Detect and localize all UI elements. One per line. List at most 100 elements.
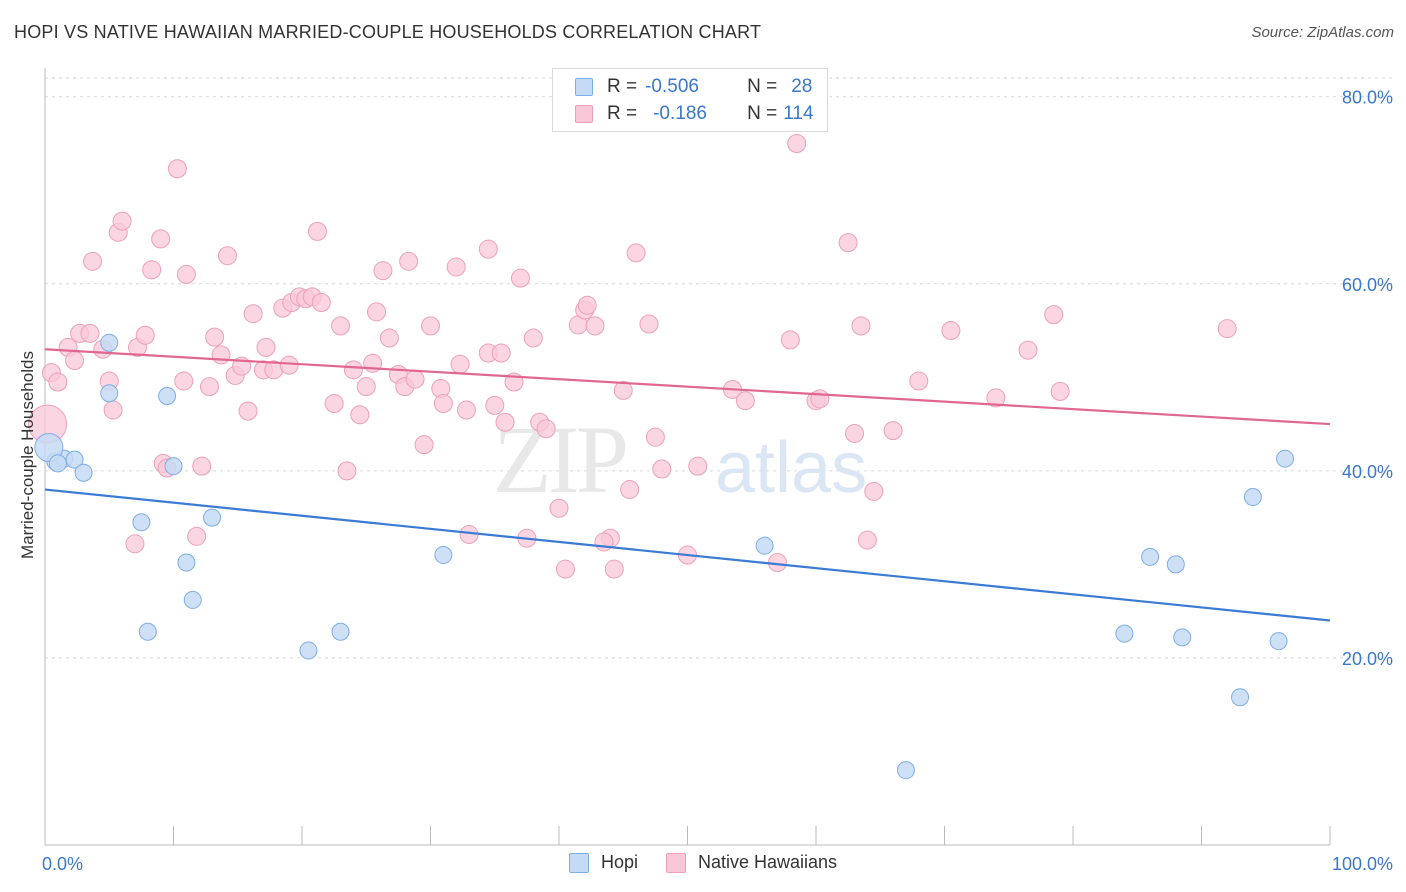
hopi-trend-line: [44, 488, 1331, 622]
native-hawaiians-point-51: [373, 261, 393, 281]
native-hawaiians-point-80: [577, 295, 597, 315]
native-hawaiians-point-67: [485, 395, 505, 415]
hopi-point-13: [299, 641, 318, 660]
native-hawaiians-point-69: [495, 412, 515, 432]
native-hawaiians-point-52: [379, 328, 399, 348]
hopi-point-17: [896, 761, 915, 780]
correlation-legend: R = -0.506 N = 28 R = -0.186 N = 114: [552, 68, 828, 132]
hopi-point-20: [1115, 624, 1134, 643]
native-hawaiians-point-99: [838, 233, 858, 253]
native-hawaiians-point-105: [909, 371, 929, 391]
y-tick-label-60: 60.0%: [1342, 275, 1393, 295]
native-hawaiians-point-91: [688, 456, 708, 476]
hopi-point-22: [1231, 688, 1250, 707]
native-hawaiians-point-89: [645, 427, 665, 447]
series-legend: Hopi Native Hawaiians: [0, 852, 1406, 873]
legend-item-hopi[interactable]: Hopi: [568, 852, 638, 873]
native-hawaiians-point-1: [48, 372, 68, 392]
hopi-n-label: N =: [747, 76, 778, 97]
axes: [44, 68, 1331, 846]
hopi-point-19: [1166, 555, 1185, 574]
y-tick-label-40: 40.0%: [1342, 462, 1393, 482]
legend-item-native-hawaiians[interactable]: Native Hawaiians: [665, 852, 838, 873]
native-hawaiians-point-61: [446, 257, 466, 277]
hopi-point-9: [164, 457, 183, 476]
native-hawaiians-point-68: [491, 343, 511, 363]
hopi-point-12: [203, 508, 222, 527]
native-hawaiians-point-16: [151, 229, 171, 249]
native-hawaiians-legend-swatch: [665, 852, 686, 873]
native-hawaiians-point-95: [787, 133, 807, 153]
watermark-atlas: atlas: [715, 428, 867, 508]
hopi-point-4: [100, 333, 119, 352]
native-hawaiians-point-77: [555, 559, 575, 579]
hopi-r-label: R =: [607, 76, 638, 97]
native-hawaiians-point-107: [986, 388, 1006, 408]
native-hawaiians-point-43: [324, 394, 344, 414]
hopi-point-24: [1269, 632, 1288, 651]
hopi-point-25: [1276, 449, 1295, 468]
hopi-point-16: [755, 536, 774, 555]
trend-lines: [44, 348, 1331, 622]
y-tick-label-20: 20.0%: [1342, 649, 1393, 669]
hopi-legend-label: Hopi: [600, 852, 638, 872]
native-hawaiians-point-31: [243, 304, 263, 324]
native-hawaiians-points: [28, 133, 1237, 579]
y-tick-label-80: 80.0%: [1342, 88, 1393, 108]
native-hawaiians-legend-label: Native Hawaiians: [697, 852, 838, 872]
nh-r-label: R =: [607, 103, 638, 124]
native-hawaiians-point-57: [414, 435, 434, 455]
native-hawaiians-point-108: [1018, 340, 1038, 360]
native-hawaiians-point-98: [810, 389, 830, 409]
native-hawaiians-point-86: [620, 480, 640, 500]
native-hawaiians-point-104: [883, 421, 903, 441]
native-hawaiians-point-75: [536, 419, 556, 439]
native-hawaiians-point-110: [1050, 381, 1070, 401]
native-hawaiians-trend-line: [44, 348, 1331, 426]
native-hawaiians-point-14: [135, 325, 155, 345]
nh-n-label: N =: [747, 103, 778, 124]
hopi-point-15: [434, 546, 453, 565]
native-hawaiians-point-19: [167, 159, 187, 179]
watermark-zip: ZIP: [493, 406, 626, 513]
native-hawaiians-point-42: [311, 292, 331, 312]
native-hawaiians-point-56: [405, 369, 425, 389]
x-tick-label-100: 100.0%: [1332, 854, 1393, 874]
hopi-point-8: [138, 622, 157, 641]
hopi-r-value: -0.506: [645, 76, 699, 97]
native-hawaiians-swatch: [575, 105, 593, 123]
native-hawaiians-point-63: [456, 400, 476, 420]
native-hawaiians-point-5: [80, 323, 100, 343]
native-hawaiians-point-21: [176, 264, 196, 284]
native-hawaiians-point-12: [125, 534, 145, 554]
y-axis-label: Married-couple Households: [18, 351, 37, 559]
native-hawaiians-point-93: [735, 391, 755, 411]
native-hawaiians-point-26: [211, 345, 231, 365]
hopi-points: [34, 333, 1295, 780]
native-hawaiians-point-109: [1044, 305, 1064, 325]
hopi-point-27: [48, 454, 67, 473]
native-hawaiians-point-111: [1217, 319, 1237, 339]
hopi-point-18: [1141, 547, 1160, 566]
native-hawaiians-point-55: [399, 251, 419, 271]
native-hawaiians-point-101: [851, 316, 871, 336]
native-hawaiians-point-73: [523, 328, 543, 348]
hopi-point-14: [331, 622, 350, 641]
native-hawaiians-point-15: [142, 260, 162, 280]
source-label: Source: ZipAtlas.com: [1251, 24, 1394, 41]
native-hawaiians-point-50: [367, 302, 387, 322]
native-hawaiians-point-87: [626, 243, 646, 263]
native-hawaiians-point-62: [450, 354, 470, 374]
native-hawaiians-point-11: [112, 211, 132, 231]
native-hawaiians-point-23: [192, 456, 212, 476]
x-tick-label-0: 0.0%: [42, 854, 83, 874]
native-hawaiians-point-76: [549, 498, 569, 518]
native-hawaiians-point-44: [331, 316, 351, 336]
hopi-legend-swatch: [568, 852, 589, 873]
legend-row-hopi: R = -0.506 N = 28: [575, 75, 812, 99]
nh-r-value: -0.186: [653, 103, 707, 124]
hopi-point-11: [177, 553, 196, 572]
native-hawaiians-point-83: [604, 559, 624, 579]
native-hawaiians-point-3: [65, 350, 85, 370]
